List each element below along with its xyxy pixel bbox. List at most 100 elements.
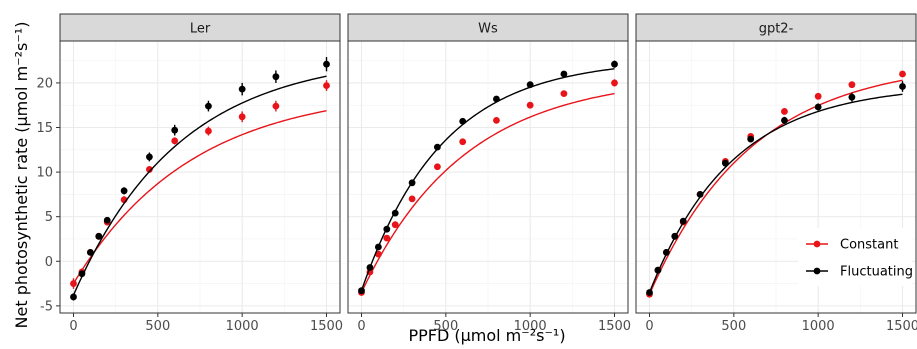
y-tick-label: 0 [45,255,53,270]
data-point [391,209,399,217]
data-point [696,190,704,198]
data-point [611,60,618,68]
series-fluctuating [646,81,906,296]
legend-entry-fluctuating: Fluctuating [806,265,913,280]
y-tick-label: 15 [36,121,53,136]
panel-ler: Ler 0 500 1000 1500 [59,13,343,334]
x-tick-label: 0 [357,319,365,334]
data-point [383,234,391,242]
data-point [103,216,111,224]
legend-key-point [813,240,821,248]
x-tick-label: 500 [145,319,170,334]
y-axis: -5 0 5 10 15 20 [36,76,60,314]
data-point [205,102,212,110]
data-point [814,92,822,100]
x-tick-label: 0 [69,319,77,334]
fit-line [648,93,903,293]
data-point [238,113,246,121]
data-point [899,83,906,90]
data-point [899,70,906,78]
x-tick-label: 500 [433,319,458,334]
legend-label: Constant [840,238,898,253]
panel-title: Ler [190,22,211,37]
panel-strip [347,13,629,42]
data-point [848,93,856,101]
data-point [646,289,653,296]
data-point [611,79,618,87]
data-point [493,116,500,124]
data-point [408,195,416,203]
panel-ws: Ws 0 500 1000 1500 [347,13,631,334]
x-tick-label: 1000 [802,319,835,334]
series-fluctuating [70,57,330,301]
data-point [366,264,374,271]
panel-strip [59,13,341,42]
data-point [323,82,330,89]
data-point [272,73,280,81]
series-constant [358,79,618,296]
panel-strip [635,13,917,42]
panel-border [347,40,629,314]
data-point [171,137,179,145]
data-point [383,225,391,233]
data-point [374,243,382,251]
data-point [408,179,416,187]
data-point [391,221,399,229]
x-tick-label: 1500 [886,319,917,334]
data-point [662,248,670,256]
data-point [814,103,822,111]
data-point [679,217,687,225]
fit-line [72,75,327,296]
data-point [654,266,662,274]
data-point [433,143,441,151]
data-point [671,232,679,240]
data-point [721,159,729,167]
fit-line [72,110,327,284]
y-tick-label: 10 [36,166,53,181]
data-point [433,163,441,171]
data-point [145,153,153,161]
panel-border [59,40,341,314]
data-point [848,81,856,89]
panel-title: gpt2- [759,22,794,37]
data-point [78,270,86,278]
data-point [560,90,568,98]
panel-border [635,40,917,314]
data-point [526,101,534,109]
x-tick-label: 1000 [226,319,259,334]
data-point [95,232,103,240]
data-point [171,126,179,134]
x-axis-title: PPFD (μmol m⁻²s⁻¹) [408,326,565,345]
legend-background [798,228,912,286]
y-tick-label: -5 [40,299,53,314]
data-point [120,187,128,195]
x-tick-label: 1000 [514,319,547,334]
x-tick-label: 1500 [310,319,343,334]
data-point [526,81,534,89]
data-point [493,95,500,103]
x-tick-label: 500 [721,319,746,334]
y-tick-label: 5 [45,210,53,225]
data-point [272,102,280,110]
data-point [86,248,94,256]
data-point [70,280,77,287]
data-point [560,70,568,78]
legend-label: Fluctuating [840,265,913,280]
fit-line [648,79,903,295]
data-point [781,108,788,115]
data-point [459,138,467,146]
panels-layer: Ler 0 500 1000 1500 Ws 0 500 1000 1500 gpt2- 0 500 10… [59,13,917,334]
panel-title: Ws [478,22,498,37]
data-point [781,116,788,124]
data-point [323,60,330,68]
y-axis-title: Net photosynthetic rate (μmol m⁻²s⁻¹) [12,22,31,329]
fit-line [360,92,615,293]
legend-key-point [813,267,821,275]
data-point [70,293,77,301]
data-point [459,117,467,125]
x-tick-label: 0 [645,319,653,334]
fit-line [360,68,615,291]
x-tick-label: 1500 [598,319,631,334]
legend: Constant Fluctuating [798,228,913,286]
